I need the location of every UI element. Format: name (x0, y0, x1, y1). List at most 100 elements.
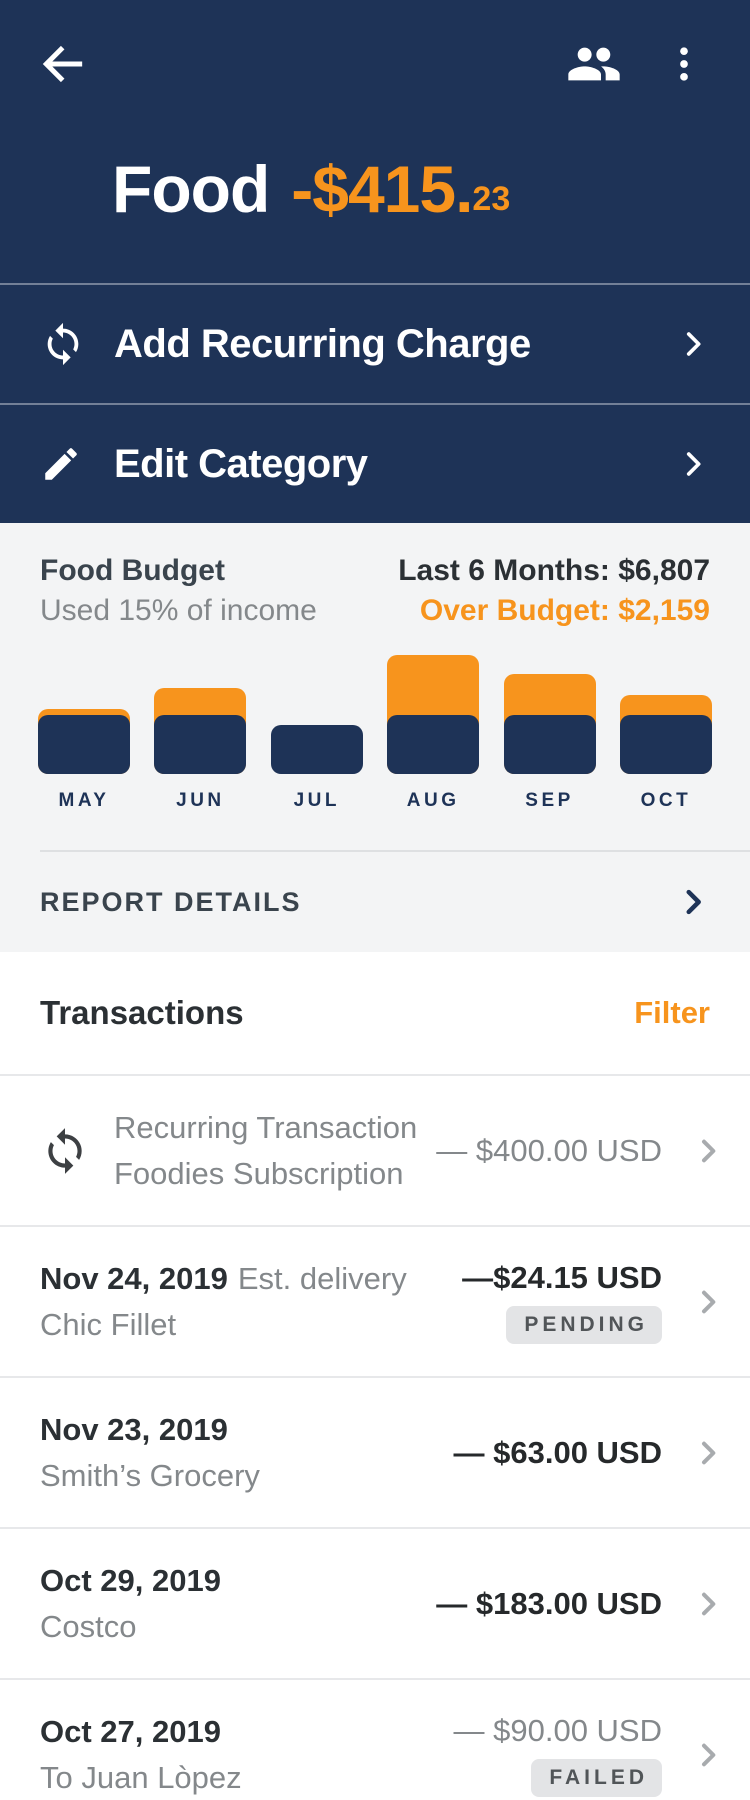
bar-within-budget-segment (387, 715, 480, 774)
transactions-title: Transactions (40, 994, 244, 1031)
header-actions (566, 36, 706, 95)
bar-within-budget-segment (503, 715, 596, 774)
bar-axis-label: SEP (525, 790, 574, 811)
transaction-date: Nov 23, 2019 (40, 1411, 228, 1447)
budget-total-label: Last 6 Months: $6,807 (398, 554, 710, 587)
transaction-merchant: Smith’s Grocery (40, 1457, 260, 1493)
transaction-row-recurring[interactable]: Recurring Transaction Foodies Subscripti… (0, 1074, 750, 1225)
bar-month-aug: AUG (387, 649, 480, 812)
budget-over-label: Over Budget: $2,159 (419, 594, 710, 627)
report-details-label: REPORT DETAILS (40, 886, 302, 917)
transaction-amount-block: —$24.15 USD PENDING (462, 1260, 672, 1344)
report-details-row[interactable]: REPORT DETAILS (0, 852, 750, 952)
chevron-right-icon (676, 447, 710, 481)
bar-month-oct: OCT (619, 649, 712, 812)
bar-axis-label: AUG (406, 790, 460, 811)
transaction-row[interactable]: Nov 24, 2019 Est. delivery Chic Fillet —$… (0, 1225, 750, 1376)
transaction-description: Nov 23, 2019 Smith’s Grocery (40, 1410, 260, 1496)
bar-within-budget-segment (619, 715, 712, 774)
bar-month-jul: JUL (270, 649, 363, 812)
bar-within-budget-segment (38, 715, 130, 774)
transaction-date: Oct 29, 2019 (40, 1562, 221, 1598)
chevron-right-icon (676, 885, 710, 919)
add-recurring-charge-label: Add Recurring Charge (114, 321, 531, 366)
bar-month-may: MAY (38, 649, 130, 812)
back-button[interactable] (38, 39, 88, 92)
transaction-amount-block: — $400.00 USD (436, 1133, 672, 1169)
transaction-amount: — $183.00 USD (436, 1585, 662, 1621)
bar-axis-label: MAY (58, 790, 110, 811)
category-name: Food (112, 152, 270, 226)
filter-button[interactable]: Filter (634, 995, 710, 1030)
category-title-row: Food -$415.23 (0, 96, 750, 283)
status-badge-failed: FAILED (531, 1758, 662, 1797)
bar-axis-label: JUL (293, 790, 340, 811)
bar-month-sep: SEP (503, 649, 596, 812)
people-icon (566, 36, 622, 95)
transaction-line1: Recurring Transaction (114, 1109, 418, 1145)
edit-category-row[interactable]: Edit Category (0, 403, 750, 523)
recurring-sync-icon (40, 321, 86, 367)
chevron-right-icon (672, 1437, 724, 1469)
transaction-amount-block: — $90.00 USD FAILED (454, 1713, 673, 1797)
transaction-date: Oct 27, 2019 (40, 1713, 221, 1749)
transaction-merchant: Costco (40, 1608, 137, 1644)
budget-title: Food Budget (40, 554, 225, 587)
bar-axis-label: OCT (640, 790, 692, 811)
category-amount: -$415.23 (291, 152, 511, 226)
overflow-menu-button[interactable] (662, 42, 706, 89)
bar-stack (503, 649, 596, 774)
monthly-spending-bar-chart: MAY JUN JUL AUG SEP OCT (0, 649, 750, 812)
chevron-right-icon (676, 327, 710, 361)
transaction-row[interactable]: Nov 23, 2019 Smith’s Grocery — $63.00 US… (0, 1376, 750, 1527)
bar-stack (154, 649, 247, 774)
chevron-right-icon (672, 1588, 724, 1620)
header: Food -$415.23 (0, 0, 750, 283)
budget-left: Food Budget Used 15% of income (40, 551, 317, 631)
chevron-right-icon (672, 1135, 724, 1167)
bar-stack (387, 649, 480, 774)
transaction-description: Recurring Transaction Foodies Subscripti… (114, 1108, 417, 1194)
transaction-amount: — $400.00 USD (436, 1132, 662, 1168)
transaction-merchant: To Juan Lòpez (40, 1759, 242, 1795)
add-recurring-charge-row[interactable]: Add Recurring Charge (0, 283, 750, 403)
bar-within-budget-segment (154, 715, 247, 774)
kebab-menu-icon (662, 42, 706, 89)
back-arrow-icon (38, 39, 88, 92)
transaction-row[interactable]: Oct 29, 2019 Costco — $183.00 USD (0, 1527, 750, 1678)
shared-users-button[interactable] (566, 36, 622, 95)
transaction-note: Est. delivery (237, 1260, 407, 1296)
transaction-amount-block: — $183.00 USD (436, 1586, 672, 1622)
budget-subtitle: Used 15% of income (40, 594, 317, 627)
transaction-amount: —$24.15 USD (462, 1259, 662, 1295)
transaction-amount-block: — $63.00 USD (454, 1435, 673, 1471)
header-toolbar (0, 0, 750, 96)
budget-header: Food Budget Used 15% of income Last 6 Mo… (0, 551, 750, 631)
transaction-line2: Foodies Subscription (114, 1155, 404, 1191)
transaction-description: Nov 24, 2019 Est. delivery Chic Fillet (40, 1259, 407, 1345)
bar-axis-label: JUN (176, 790, 225, 811)
bar-stack (270, 649, 363, 774)
budget-section: Food Budget Used 15% of income Last 6 Mo… (0, 523, 750, 952)
transactions-header: Transactions Filter (0, 952, 750, 1074)
pencil-icon (40, 441, 86, 487)
budget-summary: Last 6 Months: $6,807 Over Budget: $2,15… (398, 551, 710, 631)
bar-stack (619, 649, 712, 774)
transaction-date: Nov 24, 2019 (40, 1260, 228, 1296)
edit-category-label: Edit Category (114, 441, 368, 486)
transaction-amount: — $63.00 USD (453, 1434, 663, 1470)
bar-month-jun: JUN (154, 649, 247, 812)
chevron-right-icon (672, 1286, 724, 1318)
divider (40, 850, 750, 852)
transaction-row[interactable]: Oct 27, 2019 To Juan Lòpez — $90.00 USD … (0, 1678, 750, 1800)
transaction-description: Oct 29, 2019 Costco (40, 1561, 221, 1647)
transaction-description: Oct 27, 2019 To Juan Lòpez (40, 1712, 242, 1798)
transactions-section: Transactions Filter Recurring Transactio… (0, 952, 750, 1800)
bar-within-budget-segment (270, 725, 363, 774)
transaction-amount: — $90.00 USD (453, 1712, 663, 1748)
chevron-right-icon (672, 1739, 724, 1771)
status-badge-pending: PENDING (506, 1305, 662, 1344)
transaction-merchant: Chic Fillet (40, 1306, 177, 1342)
recurring-sync-icon (40, 1126, 90, 1176)
